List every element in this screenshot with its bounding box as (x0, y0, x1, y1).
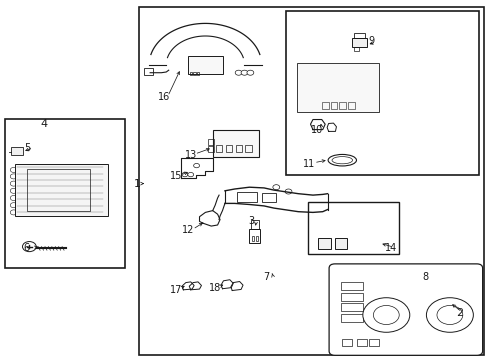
Bar (255, 236, 258, 241)
Text: 4: 4 (41, 119, 47, 129)
Circle shape (436, 306, 462, 324)
Text: 17: 17 (169, 285, 182, 295)
Text: 7: 7 (263, 272, 269, 282)
Text: 10: 10 (310, 125, 323, 135)
Bar (342, 339, 351, 346)
Circle shape (339, 78, 364, 96)
Bar (321, 102, 328, 109)
Bar (250, 220, 258, 229)
Bar (285, 11, 478, 175)
Text: 3: 3 (248, 216, 254, 226)
Circle shape (101, 210, 108, 215)
Bar (188, 56, 223, 74)
Circle shape (101, 188, 108, 193)
Bar (249, 229, 260, 243)
Circle shape (235, 70, 242, 75)
Circle shape (320, 241, 327, 246)
Text: 18: 18 (208, 283, 221, 293)
Circle shape (337, 241, 344, 246)
Circle shape (305, 82, 320, 93)
Bar (334, 238, 346, 249)
Bar (15, 164, 107, 216)
Circle shape (10, 203, 17, 208)
Circle shape (362, 298, 409, 332)
Bar (341, 314, 363, 322)
Bar (235, 145, 242, 152)
Ellipse shape (331, 157, 352, 164)
Bar (368, 339, 378, 346)
Bar (5, 119, 124, 268)
Text: 5: 5 (24, 143, 30, 153)
Bar (237, 192, 256, 202)
Text: 1: 1 (133, 179, 140, 189)
Text: 16: 16 (157, 92, 170, 102)
Text: 13: 13 (184, 150, 197, 160)
Circle shape (10, 181, 17, 186)
Bar (207, 146, 213, 152)
Circle shape (10, 195, 17, 201)
Bar (341, 282, 363, 290)
Circle shape (10, 167, 17, 172)
Text: 14: 14 (384, 243, 397, 253)
Text: 6: 6 (24, 243, 30, 253)
Bar (339, 102, 346, 109)
Bar (318, 238, 330, 249)
Bar (251, 236, 254, 241)
Circle shape (182, 172, 187, 177)
Text: 15: 15 (169, 171, 182, 181)
Circle shape (13, 148, 20, 153)
Bar (356, 339, 366, 346)
Bar (11, 147, 23, 155)
Circle shape (193, 163, 199, 168)
Text: 11: 11 (302, 159, 315, 169)
Bar (353, 33, 364, 38)
Bar (261, 193, 276, 202)
Bar (330, 102, 337, 109)
Circle shape (10, 174, 17, 179)
Circle shape (187, 172, 193, 177)
Circle shape (101, 174, 108, 179)
Bar (341, 303, 363, 311)
Bar (27, 169, 90, 211)
Bar (139, 7, 483, 355)
Text: 8: 8 (422, 272, 427, 282)
Circle shape (22, 242, 36, 252)
Text: 2: 2 (455, 308, 462, 318)
Bar (216, 145, 222, 152)
Circle shape (10, 188, 17, 193)
FancyBboxPatch shape (328, 264, 482, 355)
Bar (144, 68, 153, 75)
Circle shape (101, 195, 108, 201)
Bar (245, 145, 251, 152)
Text: 9: 9 (368, 36, 374, 46)
Circle shape (298, 76, 327, 98)
Bar (351, 38, 366, 47)
Circle shape (373, 306, 398, 324)
Bar (307, 202, 398, 254)
Circle shape (241, 70, 247, 75)
Bar (353, 47, 358, 51)
Circle shape (246, 70, 253, 75)
Circle shape (101, 167, 108, 172)
Bar (193, 72, 195, 75)
Bar (196, 72, 199, 75)
Ellipse shape (327, 154, 356, 166)
Bar (297, 63, 379, 112)
Circle shape (10, 210, 17, 215)
Circle shape (101, 203, 108, 208)
Bar (189, 72, 192, 75)
Text: 12: 12 (182, 225, 194, 235)
Circle shape (426, 298, 472, 332)
Bar (212, 130, 259, 157)
Bar (225, 145, 232, 152)
Circle shape (285, 189, 291, 194)
Bar (347, 102, 354, 109)
Bar (341, 293, 363, 301)
Circle shape (272, 185, 279, 190)
Bar (207, 139, 213, 145)
Circle shape (101, 181, 108, 186)
